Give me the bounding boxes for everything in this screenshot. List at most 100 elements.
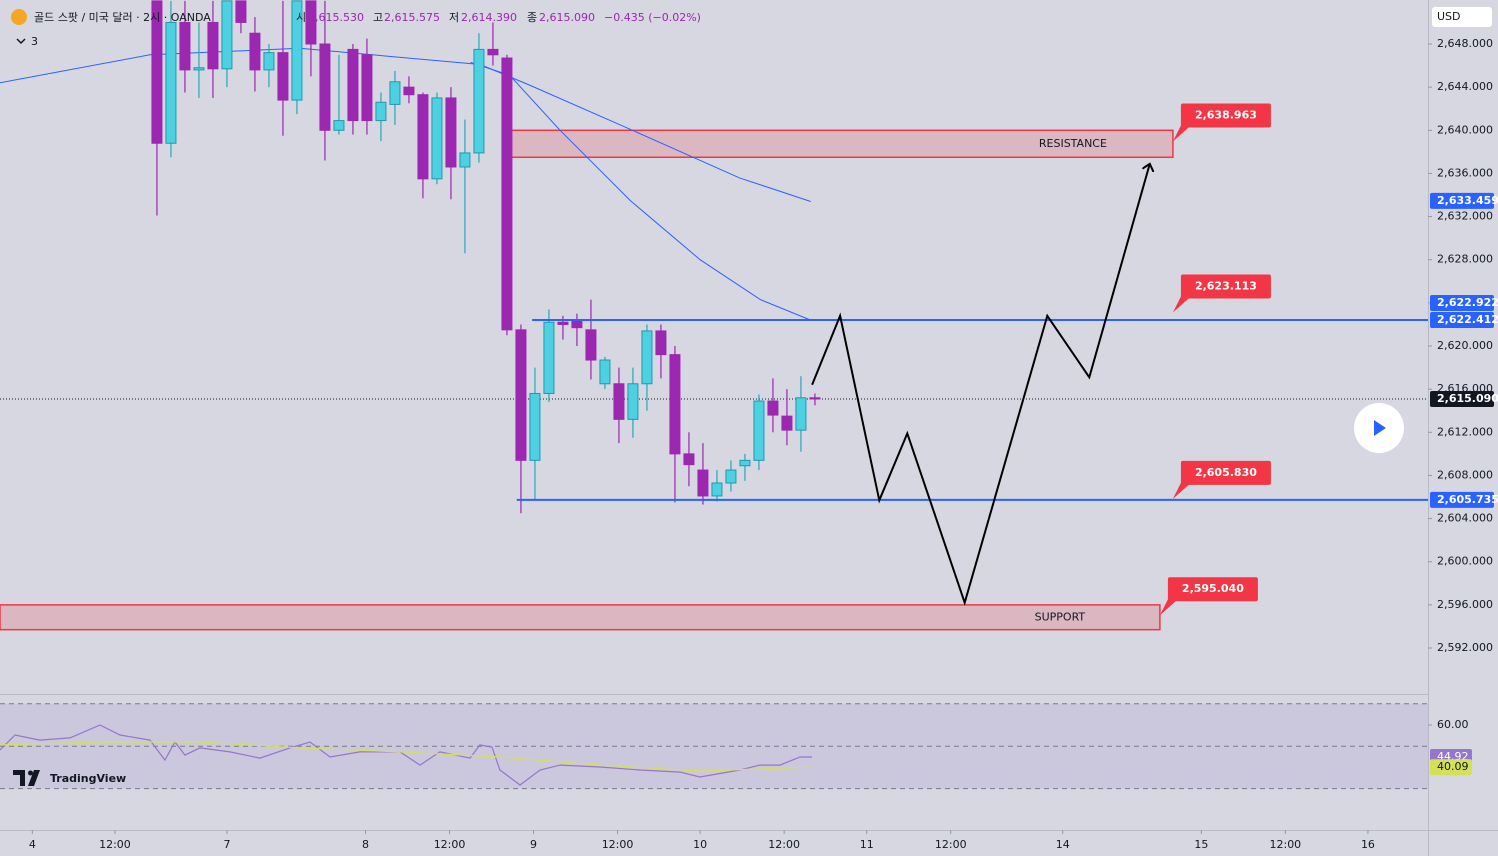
price-badge [1430, 390, 1494, 407]
candle-body [361, 54, 373, 122]
x-tick-label: 7 [223, 838, 230, 851]
candle-body [781, 415, 793, 431]
x-tick-label: 16 [1361, 838, 1375, 851]
x-tick-label: 15 [1194, 838, 1208, 851]
x-tick-label: 14 [1056, 838, 1070, 851]
ohlc-value: 2,615.090 [539, 11, 595, 24]
candle-body [389, 81, 401, 105]
callout-box [1180, 274, 1271, 299]
price-badge-label: 2,605.735 [1437, 493, 1498, 506]
x-tick-label: 8 [362, 838, 369, 851]
candle-body [529, 392, 541, 461]
candle-body [767, 400, 779, 416]
x-tick-label: 12:00 [434, 838, 466, 851]
candle-body [613, 383, 625, 420]
rsi-line [0, 724, 812, 786]
candle-body [165, 21, 177, 144]
x-tick-label: 12:00 [1269, 838, 1301, 851]
candle-body [739, 459, 751, 467]
indicator-count[interactable]: 3 [31, 35, 38, 48]
callout-box [1167, 577, 1258, 602]
candle-body [753, 400, 765, 461]
price-badge-label: 2,633.459 [1437, 194, 1498, 207]
currency-button[interactable] [1432, 7, 1492, 27]
candle-body [235, 0, 247, 23]
callout-box [1180, 103, 1271, 128]
callout-label: 2,638.963 [1195, 108, 1257, 121]
y-tick-label: 2,600.000 [1437, 555, 1493, 568]
candle-body [487, 48, 499, 56]
header: 골드 스팟 / 미국 달러 · 2시 · OANDA 시 2,615.530 고… [11, 9, 701, 48]
candle-body [179, 21, 191, 71]
change: −0.435 (−0.02%) [604, 11, 701, 24]
candle-body [403, 86, 415, 96]
price-badge [1430, 192, 1494, 209]
x-tick-label: 9 [530, 838, 537, 851]
candle-body [697, 469, 709, 497]
zone-label: RESISTANCE [1039, 137, 1107, 150]
candle-body [333, 120, 345, 131]
callout-label: 2,605.830 [1195, 466, 1257, 479]
candle-body [417, 94, 429, 180]
candle-body [221, 0, 233, 70]
candle-body [501, 57, 513, 331]
x-tick-label: 11 [860, 838, 874, 851]
currency[interactable]: USD [1437, 10, 1461, 23]
value-badge-label: 40.09 [1437, 760, 1469, 773]
callout-pointer [1172, 125, 1191, 142]
candle-body [711, 482, 723, 497]
zone-label: SUPPORT [1035, 610, 1086, 623]
y-tick-label: 2,640.000 [1437, 123, 1493, 136]
candle-body [151, 0, 163, 144]
y-tick-label: 2,604.000 [1437, 512, 1493, 525]
candle-body [459, 152, 471, 168]
candle-body [445, 97, 457, 168]
ohlc-label: 고 [373, 11, 383, 24]
price-badge-label: 2,622.922 [1437, 296, 1498, 309]
candle-body [655, 330, 667, 356]
callout-label: 2,623.113 [1195, 279, 1257, 292]
value-badge [1430, 759, 1472, 776]
candle-body [557, 321, 569, 325]
zone [0, 604, 1161, 631]
ohlc-label: 시 [296, 11, 306, 24]
callout-pointer [1172, 296, 1191, 313]
symbol-icon [11, 9, 27, 25]
callout-pointer [1159, 599, 1178, 616]
ohlc-value: 2,614.390 [461, 11, 517, 24]
candle-body [305, 0, 317, 45]
x-tick-label: 12:00 [768, 838, 800, 851]
candle-body [207, 21, 219, 70]
candle-body [249, 32, 261, 71]
candle-body [515, 329, 527, 461]
candle-body [473, 48, 485, 154]
y-tick-label: 2,636.000 [1437, 166, 1493, 179]
candle-body [431, 97, 443, 180]
play-button[interactable] [1354, 403, 1404, 453]
price-badge-label: 2,615.090 [1437, 392, 1498, 405]
candle-body [795, 397, 807, 431]
logo: TradingView [13, 770, 126, 786]
y-tick-label: 2,628.000 [1437, 253, 1493, 266]
callout-box [1180, 460, 1271, 485]
candle-body [375, 101, 387, 122]
collapse-chevron[interactable] [16, 38, 26, 45]
candle-body [585, 329, 597, 361]
play-icon[interactable] [1374, 420, 1386, 436]
projection-path [811, 165, 1149, 607]
candle-body [627, 383, 639, 420]
candle-body [641, 330, 653, 385]
x-tick-label: 12:00 [602, 838, 634, 851]
y-tick-label: 60.00 [1437, 718, 1469, 731]
price-badge [1430, 311, 1494, 328]
y-tick-label: 2,648.000 [1437, 37, 1493, 50]
candle-body [571, 319, 583, 329]
candle-body [669, 354, 681, 455]
candle-body [599, 359, 611, 385]
zone [508, 129, 1174, 159]
x-tick-label: 12:00 [935, 838, 967, 851]
y-tick-label: 2,620.000 [1437, 339, 1493, 352]
price-badge [1430, 294, 1494, 311]
